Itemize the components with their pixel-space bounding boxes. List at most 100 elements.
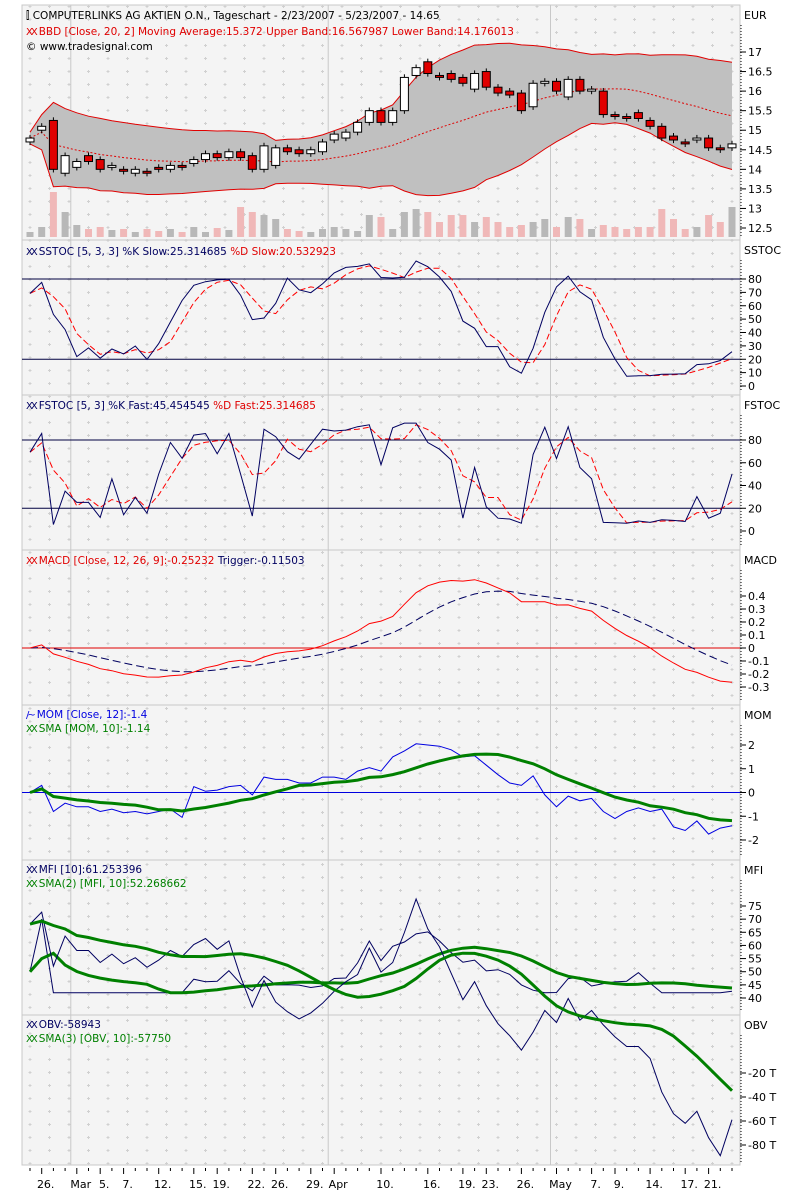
volume-bar [131,232,139,237]
candle-body [388,110,398,123]
volume-bar [248,212,256,237]
mom-tick-label: -1 [748,810,759,823]
candle-body [119,168,129,172]
candle-body [645,119,655,127]
x-tick-label: Apr [329,1178,349,1191]
candle-body [575,78,585,92]
volume-bar [529,222,537,237]
volume-bar [237,207,245,237]
fstoc-k-text: FSTOC [5, 3] %K Fast:45.454545 [38,400,210,412]
candle-body [435,74,444,78]
volume-bar [319,229,326,237]
sstoc-legend[interactable]: XX SSTOC [5, 3, 3] %K Slow:25.314685 %D S… [26,246,336,259]
volume-bar [623,229,631,237]
candle-body [130,168,140,174]
mfi-text: MFI [10]:61.253396 [38,864,143,876]
candle-body [633,112,643,119]
volume-bar [424,212,432,237]
candle-body [669,135,678,141]
fstoc-legend[interactable]: XX FSTOC [5, 3] %K Fast:45.454545 %D Fast… [26,400,316,413]
volume-bar [272,219,280,237]
volume-bar [225,230,233,237]
volume-bar [166,229,174,237]
x-tick-label: 23. [482,1178,500,1191]
mfi-tick-label: 50 [748,966,762,979]
macd-tick-label: 0.1 [748,629,766,642]
candle-body [37,125,47,131]
x-tick-label: Mar [70,1178,91,1191]
candle-body [212,153,222,159]
macd-tick-label: -0.2 [748,668,769,681]
volume-bar [553,227,560,237]
obv-sma-legend[interactable]: XX SMA(3) [OBV, 10]:-57750 [26,1033,171,1046]
macd-axis-title: MACD [744,554,777,567]
obv-axis-title: OBV [744,1019,768,1032]
volume-bar [178,232,186,237]
volume-bar [330,227,338,237]
obv-legend-icon: XX [26,1020,38,1031]
volume-bar [342,229,350,237]
mom-tick-label: -2 [748,834,759,847]
candle-body [470,73,480,90]
sstoc-d-line [29,265,733,377]
macd-legend[interactable]: XX MACD [Close, 12, 26, 9]:-0.25232 Trigg… [26,555,305,568]
mom-tick-label: 1 [748,763,755,776]
sstoc-tick-label: 0 [748,380,755,393]
bbd-legend-text: BBD [Close, 20, 2] Moving Average:15.372… [38,26,514,38]
candle-body [680,141,690,145]
volume-bar [38,227,46,237]
bbd-legend[interactable]: XX BBD [Close, 20, 2] Moving Average:15.3… [26,26,514,39]
volume-bar [365,215,373,237]
mom-text: MOM [Close, 12]:-1.4 [36,709,148,721]
obv-line [29,897,733,1157]
volume-bar [541,219,549,237]
mom-legend[interactable]: /~ MOM [Close, 12]:-1.4 [26,709,147,722]
sstoc-legend-icon: XX [26,247,38,258]
candle-body [481,71,491,88]
volume-bar [108,230,116,237]
volume-bar [412,209,420,237]
volume-bar [354,231,362,237]
sstoc-tick-label: 50 [748,313,762,326]
obv-tick-label: -40 T [748,1091,776,1104]
macd-tick-label: -0.3 [748,681,769,694]
volume-bar [693,227,701,237]
price-tick-label: 15 [748,124,762,137]
candle-body [306,149,316,155]
candle-body [446,73,456,80]
x-tick-label: 12. [154,1178,172,1191]
fstoc-tick-label: 20 [748,502,762,515]
candle-body [657,125,667,139]
sstoc-tick-label: 20 [748,353,762,366]
volume-bar [260,215,268,237]
mfi-tick-label: 75 [748,900,762,913]
mom-sma-legend[interactable]: XX SMA [MOM, 10]:-1.14 [26,723,150,736]
x-tick-label: 19. [458,1178,476,1191]
mfi-legend[interactable]: XX MFI [10]:61.253396 [26,864,142,877]
obv-sma-legend-icon: XX [26,1034,38,1045]
candle-body [610,114,620,118]
sstoc-grid-dots [22,240,740,395]
fstoc-legend-icon: XX [26,401,38,412]
mom-sma-text: SMA [MOM, 10]:-1.14 [38,723,151,735]
price-tick-label: 16.5 [748,66,773,79]
price-tick-label: 14 [748,163,762,176]
mfi-tick-label: 45 [748,979,762,992]
x-tick-label: 26. [37,1178,55,1191]
volume-bar [459,215,467,237]
mfi-tick-label: 60 [748,939,762,952]
volume-bar [599,225,607,237]
x-tick-label: 29. [306,1178,324,1191]
candle-body [95,159,105,170]
mom-grid-dots [22,705,740,860]
x-tick-label: 19. [212,1178,230,1191]
fstoc-tick-label: 60 [748,457,762,470]
obv-legend[interactable]: XX OBV:-58943 [26,1019,101,1032]
volume-bar [96,227,104,237]
mfi-sma-legend[interactable]: XX SMA(2) [MFI, 10]:52.268662 [26,878,187,891]
volume-bar [73,225,81,237]
mom-sma-legend-icon: XX [26,724,38,735]
candle-body [84,155,93,163]
macd-tick-label: 0 [748,642,755,655]
